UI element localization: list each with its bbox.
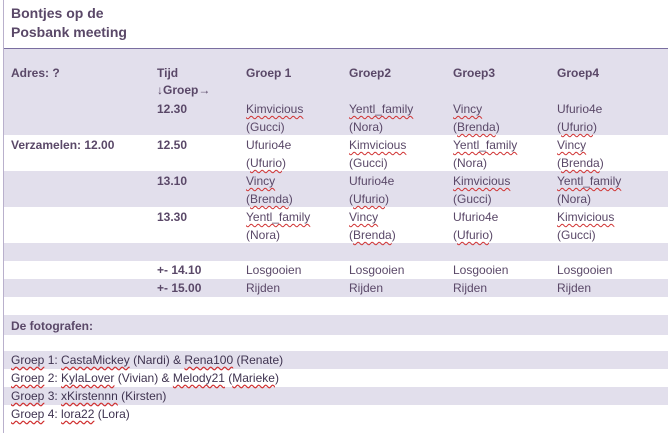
band-fotografen: [3, 315, 668, 335]
activity-cell: Rijden: [349, 281, 384, 295]
header-groep3: Groep3: [453, 66, 496, 80]
band-foot-3: [3, 387, 668, 405]
schedule-cell: Vincy (Brenda): [246, 174, 293, 206]
band-foot-1: [3, 351, 668, 369]
activity-cell: Losgooien: [349, 263, 405, 277]
band-spacer: [3, 49, 668, 63]
fotograaf-line: Groep 2: KylaLover (Vivian) & Melody21 (…: [11, 371, 279, 385]
schedule-cell: Kimvicious (Gucci): [246, 102, 304, 134]
title-line-2: Posbank meeting: [11, 24, 127, 40]
header-groep2: Groep2: [349, 66, 392, 80]
time-cell: +- 15.00: [157, 281, 202, 295]
schedule-cell: Vincy (Brenda): [453, 102, 500, 134]
activity-cell: Losgooien: [246, 263, 302, 277]
activity-cell: Losgooien: [453, 263, 509, 277]
schedule-cell: Ufurio4e (Ufurio): [557, 102, 603, 134]
band-spacer-2: [3, 243, 668, 261]
verzamelen-label: Verzamelen: 12.00: [11, 138, 115, 152]
schedule-cell: Yentl_family (Nora): [453, 138, 518, 170]
schedule-cell: Vincy (Brenda): [349, 210, 396, 242]
divider: [3, 48, 668, 49]
time-cell: 13.30: [157, 210, 188, 224]
activity-cell: Rijden: [246, 281, 281, 295]
header-tijd: Tijd: [157, 66, 179, 80]
band-row-rijden: [3, 279, 668, 297]
activity-cell: Rijden: [453, 281, 488, 295]
fotografen-heading: De fotografen:: [11, 319, 93, 333]
time-cell: 13.10: [157, 174, 188, 188]
schedule-cell: Kimvicious (Gucci): [349, 138, 407, 170]
schedule-cell: Yentl_family (Nora): [557, 174, 622, 206]
schedule-cell: Ufurio4e (Ufurio): [349, 174, 395, 206]
schedule-cell: Vincy (Brenda): [557, 138, 604, 170]
fotograaf-line: Groep 1: CastaMickey (Nardi) & Rena100 (…: [11, 353, 284, 367]
fotograaf-line: Groep 4: lora22 (Lora): [11, 407, 130, 421]
left-border: [3, 0, 4, 433]
band-header: [3, 63, 668, 99]
title-line-1: Bontjes op de: [11, 5, 104, 21]
schedule-cell: Yentl_family (Nora): [349, 102, 414, 134]
header-groep1: Groep 1: [246, 66, 292, 80]
time-cell: 12.30: [157, 102, 188, 116]
activity-cell: Rijden: [557, 281, 592, 295]
band-row-3: [3, 171, 668, 207]
time-cell: 12.50: [157, 138, 188, 152]
activity-cell: Losgooien: [557, 263, 613, 277]
schedule-cell: Ufurio4e (Ufurio): [453, 210, 499, 242]
time-cell: +- 14.10: [157, 263, 202, 277]
schedule-cell: Kimvicious (Gucci): [453, 174, 511, 206]
schedule-cell: Ufurio4e (Ufurio): [246, 138, 292, 170]
fotograaf-line: Groep 3: xKirstennn (Kirsten): [11, 389, 167, 403]
schedule-cell: Yentl_family (Nora): [246, 210, 311, 242]
header-groep4: Groep4: [557, 66, 600, 80]
schedule-cell: Kimvicious (Gucci): [557, 210, 615, 242]
band-row-1: [3, 99, 668, 135]
page-title: Bontjes op de Posbank meeting: [11, 4, 127, 42]
header-groep-arrows: ↓Groep→: [157, 83, 211, 97]
address-label: Adres: ?: [11, 66, 60, 80]
